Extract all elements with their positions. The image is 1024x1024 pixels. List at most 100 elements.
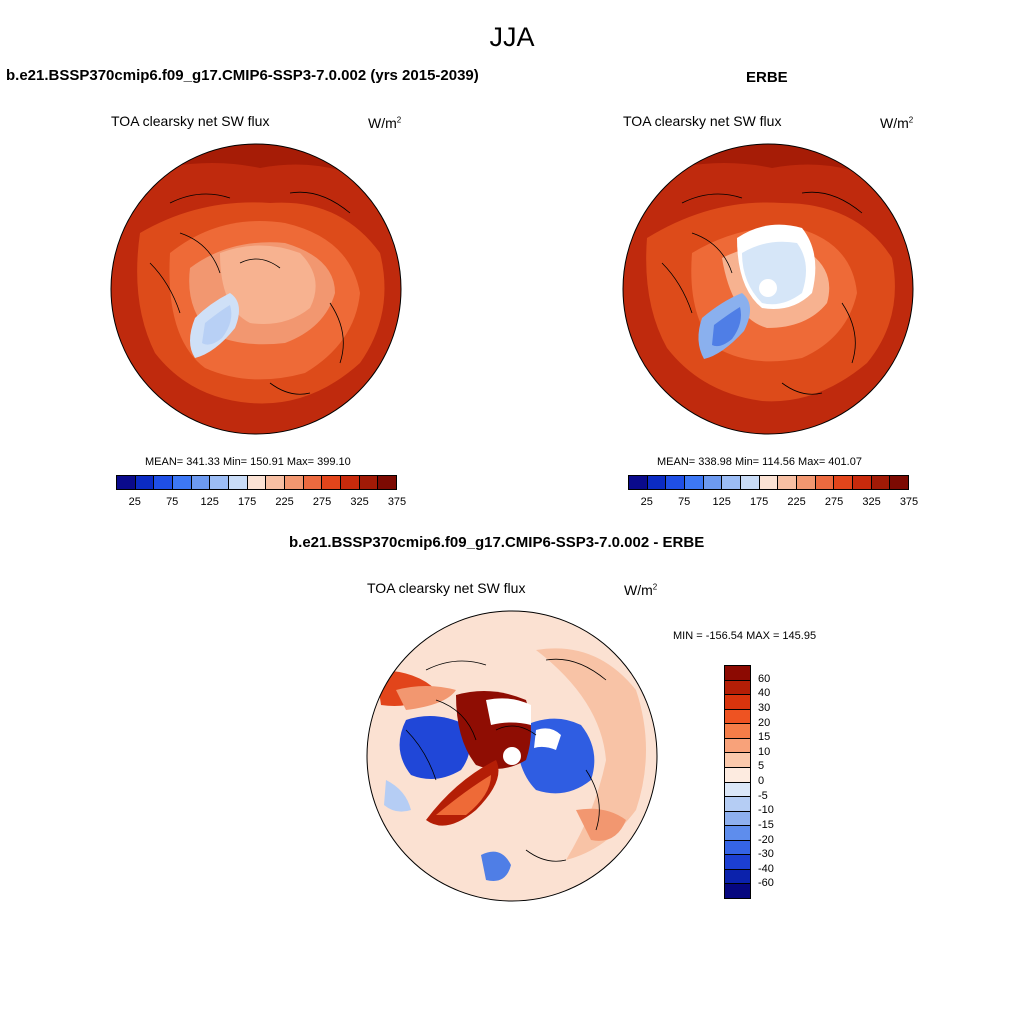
panel2-colorbar-tick-label: 175 [749, 496, 769, 508]
panel3-colorbar-swatch [725, 869, 750, 885]
panel3-variable: TOA clearsky net SW flux [367, 580, 526, 596]
panel2-colorbar-ticks: 25 75 125 175 225 275 325 375 [628, 496, 919, 510]
panel1-colorbar-tick-label: 275 [312, 496, 332, 508]
panel2-colorbar-tick-label: 125 [712, 496, 731, 508]
panel3-colorbar-tick-label: 30 [758, 701, 771, 714]
panel3-colorbar-tick-label: 15 [758, 731, 771, 744]
panel1-colorbar-swatch [285, 476, 304, 489]
panel1-colorbar-swatch [173, 476, 192, 489]
panel2-colorbar-tick-label: 25 [640, 496, 653, 508]
panel3-colorbar-tick-label: 5 [758, 760, 765, 773]
panel3-colorbar-swatch [725, 826, 750, 841]
panel1-colorbar [116, 475, 397, 490]
panel1-colorbar-tick-label: 25 [128, 496, 141, 508]
panel2-units: W/m2 [880, 115, 914, 131]
panel1-colorbar-swatch [359, 476, 379, 489]
panel2-colorbar-swatch [629, 476, 648, 489]
panel1-colorbar-swatch [247, 476, 267, 489]
panel3-colorbar-tick-label: -5 [758, 789, 768, 802]
panel1-colorbar-swatch [210, 476, 230, 489]
panel3-title: b.e21.BSSP370cmip6.f09_g17.CMIP6-SSP3-7.… [289, 534, 705, 551]
panel3-colorbar-tick-label: 20 [758, 716, 771, 729]
panel1-colorbar-tick-label: 75 [166, 496, 179, 508]
panel3-colorbar [724, 665, 751, 899]
panel3-colorbar-swatch [725, 782, 750, 798]
panel2-colorbar-swatch [666, 476, 686, 489]
panel3-no-data-region [486, 698, 531, 725]
panel2-colorbar-swatch [703, 476, 723, 489]
panel3-colorbar-swatch [725, 695, 750, 710]
panel2-title: ERBE [746, 69, 788, 86]
panel3-units: W/m2 [624, 582, 658, 598]
panel2-colorbar-tick-label: 225 [787, 496, 806, 508]
panel1-units: W/m2 [368, 115, 402, 131]
panel3-colorbar-swatch [725, 884, 750, 898]
panel1-colorbar-tick-label: 125 [200, 496, 219, 508]
panel2-colorbar-swatch [834, 476, 854, 489]
panel1-title: b.e21.BSSP370cmip6.f09_g17.CMIP6-SSP3-7.… [6, 67, 479, 84]
panel2-polar-map [622, 143, 914, 435]
panel3-colorbar-tick-label: -10 [758, 804, 774, 817]
panel3-colorbar-swatch [725, 767, 750, 783]
season-title: JJA [489, 22, 535, 52]
panel1-polar-map [110, 143, 402, 435]
panel1-colorbar-swatch [229, 476, 248, 489]
panel3-colorbar-tick-label: 40 [758, 687, 771, 700]
panel2-colorbar-swatch [815, 476, 835, 489]
panel3-stats: MIN = -156.54 MAX = 145.95 [673, 630, 817, 642]
panel2-colorbar-swatch [741, 476, 760, 489]
panel2-colorbar-swatch [797, 476, 816, 489]
panel1-colorbar-swatch [378, 476, 397, 489]
panel3-colorbar-tick-label: -15 [758, 818, 774, 831]
panel2-colorbar [628, 475, 909, 490]
panel1-stats: MEAN= 341.33 Min= 150.91 Max= 399.10 [145, 456, 351, 468]
panel1-colorbar-swatch [191, 476, 211, 489]
panel3-colorbar-swatch [725, 855, 750, 870]
panel1-colorbar-tick-label: 225 [275, 496, 294, 508]
panel2-colorbar-swatch [759, 476, 779, 489]
panel3-colorbar-swatch [725, 811, 750, 827]
panel3-colorbar-tick-label: 0 [758, 775, 765, 787]
panel3-colorbar-tick-label: -30 [758, 848, 774, 861]
panel3-colorbar-swatch [725, 666, 750, 681]
panel1-colorbar-ticks: 25 75 125 175 225 275 325 375 [116, 496, 407, 510]
panel2-colorbar-swatch [853, 476, 872, 489]
panel2-colorbar-swatch [871, 476, 891, 489]
panel2-colorbar-swatch [722, 476, 742, 489]
panel3-colorbar-swatch [725, 797, 750, 812]
panel3-negative-region-west [399, 716, 470, 779]
panel1-colorbar-swatch [303, 476, 323, 489]
panel3-colorbar-swatch [725, 709, 750, 725]
panel1-colorbar-tick-label: 375 [387, 496, 407, 508]
panel2-colorbar-swatch [685, 476, 704, 489]
panel3-colorbar-swatch [725, 738, 750, 754]
panel3-colorbar-swatch [725, 724, 750, 739]
panel1-colorbar-tick-label: 325 [350, 496, 369, 508]
panel2-variable: TOA clearsky net SW flux [623, 113, 782, 129]
panel1-colorbar-tick-label: 175 [237, 496, 257, 508]
panel2-colorbar-swatch [890, 476, 909, 489]
panel3-polar-map [366, 610, 658, 902]
panel2-colorbar-tick-label: 375 [899, 496, 919, 508]
panel1-variable: TOA clearsky net SW flux [111, 113, 270, 129]
panel1-colorbar-swatch [117, 476, 136, 489]
panel2-colorbar-tick-label: 275 [824, 496, 844, 508]
panel2-stats: MEAN= 338.98 Min= 114.56 Max= 401.07 [657, 456, 862, 468]
panel3-colorbar-tick-label: -40 [758, 862, 774, 875]
panel1-colorbar-swatch [135, 476, 155, 489]
panel1-colorbar-swatch [341, 476, 360, 489]
panel3-colorbar-ticks: 60 40 30 20 15 10 5 0 -5 -10 -15 -20 -30 -40 -60 [758, 665, 798, 899]
panel3-colorbar-tick-label: 10 [758, 745, 771, 758]
panel1-colorbar-swatch [154, 476, 174, 489]
panel2-colorbar-tick-label: 75 [678, 496, 691, 508]
panel1-colorbar-swatch [266, 476, 286, 489]
panel3-colorbar-tick-label: -60 [758, 877, 774, 890]
panel3-colorbar-tick-label: -20 [758, 833, 774, 846]
panel3-colorbar-swatch [725, 840, 750, 856]
panel2-colorbar-swatch [647, 476, 667, 489]
panel3-colorbar-tick-label: 60 [758, 672, 771, 685]
panel1-colorbar-swatch [322, 476, 342, 489]
panel3-colorbar-swatch [725, 680, 750, 696]
panel2-colorbar-tick-label: 325 [862, 496, 881, 508]
panel2-colorbar-swatch [778, 476, 798, 489]
